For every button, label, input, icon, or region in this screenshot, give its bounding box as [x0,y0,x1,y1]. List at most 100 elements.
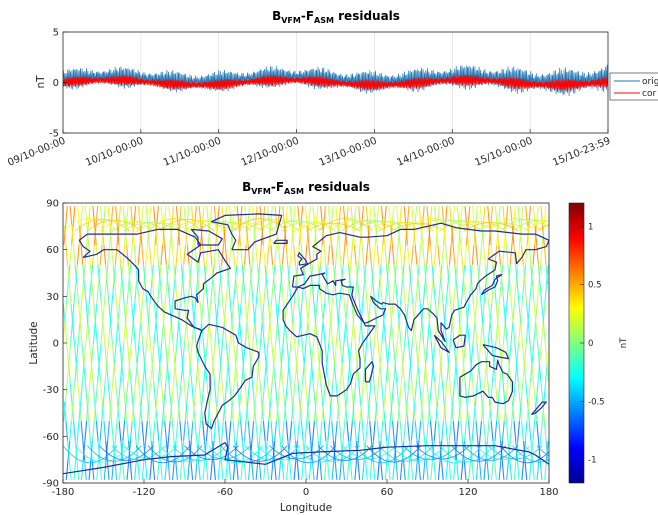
orbit-track-segment [309,342,313,363]
orbit-track-segment [253,401,256,422]
orbit-track-segment [525,323,529,344]
orbit-track-segment [292,206,296,226]
orbit-track-segment [415,362,419,383]
orbit-track-segment [450,401,454,422]
orbit-track-segment [387,284,391,304]
orbit-track-segment [366,323,369,344]
orbit-track-segment [175,382,179,402]
orbit-track-segment [301,284,305,304]
map-chart: BVFM-FASM residuals -180 -120 -60 0 60 120 180… [28,180,629,514]
orbit-track-segment [362,362,366,383]
orbit-track-segment [291,225,295,246]
orbit-track-segment [484,264,488,285]
orbit-track-segment [142,362,146,383]
orbit-track-segment [513,245,517,265]
orbit-track-segment [402,342,406,363]
y-tick-label: -30 [43,385,59,396]
orbit-track-segment [64,323,68,344]
orbit-track-segment [501,342,504,363]
orbit-track-segment [280,440,283,461]
orbit-track-segment [194,206,197,226]
orbit-track-segment [67,264,70,285]
orbit-track-segment [122,382,126,402]
orbit-track-segment [72,206,76,226]
orbit-track-segment [509,460,513,480]
orbit-track-segment [425,460,429,480]
orbit-track-segment [459,206,463,226]
orbit-track-segment [77,382,81,402]
y-tick-label: 0 [53,339,59,350]
orbit-track-segment [131,303,134,324]
orbit-track-segment [422,245,426,265]
orbit-track-segment [172,284,175,304]
orbit-track-segment [519,225,523,246]
orbit-track-segment [165,362,169,383]
orbit-track-segment [93,303,97,324]
orbit-track-segment [504,225,507,246]
orbit-track-segment [250,342,254,363]
orbit-track-segment [210,342,214,363]
orbit-track-segment [304,421,308,441]
orbit-track-segment [426,382,430,402]
orbit-track-segment [312,382,316,402]
orbit-track-segment [514,342,518,363]
orbit-track-segment [528,421,532,441]
orbit-track-segment [408,264,412,285]
orbit-track-segment [310,440,314,461]
orbit-track-segment [417,342,421,363]
orbit-track-segment [77,323,81,344]
orbit-polar-arc [512,219,549,232]
orbit-track-segment [160,206,164,226]
orbit-track-segment [415,342,419,363]
x-tick-label: -60 [217,487,233,498]
orbit-track-segment [68,342,72,363]
orbit-track-segment [440,460,444,480]
orbit-track-segment [213,245,217,265]
orbit-track-segment [491,460,494,480]
orbit-track-segment [232,284,236,304]
orbit-track-segment [383,382,387,402]
orbit-track-segment [435,401,439,422]
orbit-track-segment [443,225,447,246]
orbit-track-segment [351,401,355,422]
orbit-track-segment [75,342,79,363]
orbit-polar-arc [99,220,154,232]
orbit-track-segment [199,401,203,422]
orbit-polar-arc [269,220,324,232]
orbit-track-segment [488,303,491,324]
orbit-track-segment [376,245,380,265]
orbit-track-segment [394,342,398,363]
orbit-track-segment [369,342,373,363]
orbit-track-segment [485,440,488,461]
orbit-track-segment [541,225,545,246]
orbit-track-segment [209,382,213,402]
orbit-track-segment [329,225,333,246]
orbit-polar-arc [63,218,118,232]
orbit-track-segment [187,342,191,363]
orbit-track-segment [384,284,388,304]
orbit-track-segment [494,382,498,402]
orbit-track-segment [148,245,152,265]
orbit-track-segment [398,323,402,344]
orbit-track-segment [343,303,347,324]
orbit-track-segment [240,245,243,265]
orbit-track-segment [168,382,172,402]
orbit-track-segment [388,323,392,344]
y-tick-label: -60 [43,432,59,443]
orbit-track-segment [399,460,403,480]
orbit-track-segment [442,303,446,324]
orbit-track-segment [73,421,76,441]
orbit-track-segment [266,245,270,265]
orbit-track-segment [362,342,366,363]
orbit-track-segment [479,245,483,265]
orbit-track-segment [156,284,160,304]
orbit-track-segment [542,401,545,422]
orbit-track-segment [320,323,324,344]
orbit-track-segment [183,382,187,402]
orbit-polar-arc [354,445,409,464]
orbit-track-segment [119,342,123,363]
orbit-track-segment [126,245,129,265]
orbit-track-segment [454,264,458,285]
orbit-track-segment [434,382,437,402]
orbit-track-segment [234,264,237,285]
